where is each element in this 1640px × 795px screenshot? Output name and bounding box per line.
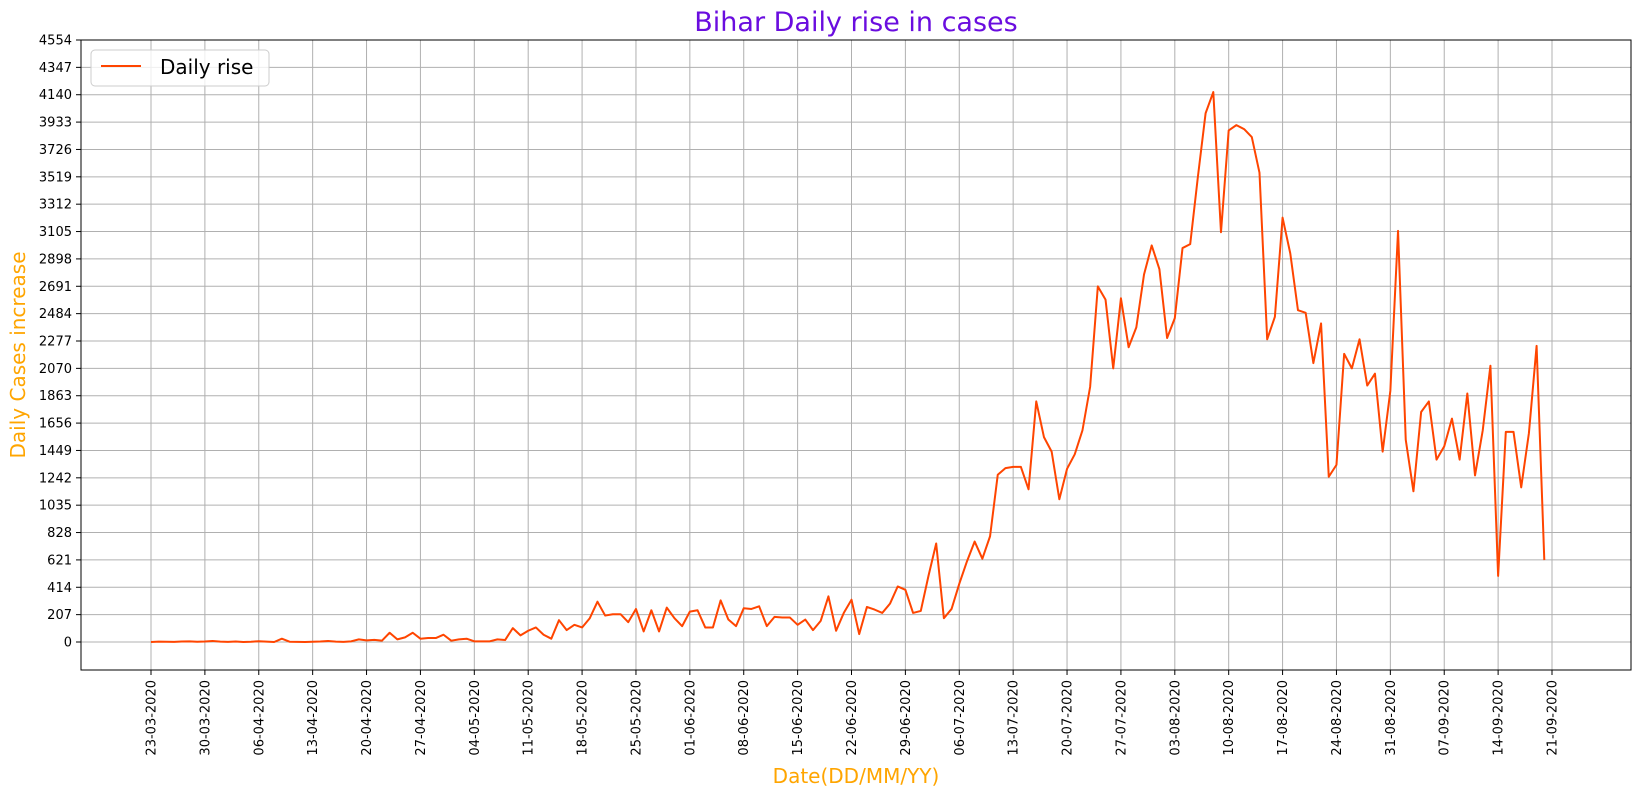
x-tick-label: 11-05-2020 xyxy=(522,680,537,756)
x-tick-label: 20-07-2020 xyxy=(1061,680,1076,756)
x-tick-label: 27-04-2020 xyxy=(414,680,429,756)
y-tick-label: 2691 xyxy=(39,280,72,295)
x-tick-label: 29-06-2020 xyxy=(899,680,914,756)
y-tick-label: 3312 xyxy=(39,198,72,213)
y-tick-label: 1242 xyxy=(39,471,72,486)
x-tick-label: 24-08-2020 xyxy=(1330,680,1345,756)
y-tick-label: 4140 xyxy=(39,88,72,103)
x-tick-label: 07-09-2020 xyxy=(1438,680,1453,756)
x-axis-title: Date(DD/MM/YY) xyxy=(773,764,940,788)
y-tick-label: 3519 xyxy=(39,170,72,185)
y-tick-label: 1035 xyxy=(39,499,72,514)
x-tick-label: 13-07-2020 xyxy=(1007,680,1022,756)
x-tick-label: 03-08-2020 xyxy=(1168,680,1183,756)
legend-label: Daily rise xyxy=(160,55,253,79)
y-tick-label: 621 xyxy=(47,553,72,568)
x-tick-label: 23-03-2020 xyxy=(145,680,160,756)
plot-area-frame xyxy=(80,39,1632,671)
y-axis-ticks: 0 207 414 621 828 1035 1242 1449 1656 1863 2070 227… xyxy=(39,34,81,651)
series-layer xyxy=(150,91,1546,643)
x-tick-label: 06-07-2020 xyxy=(953,680,968,756)
y-tick-label: 207 xyxy=(47,608,72,623)
legend-box xyxy=(90,49,270,87)
y-tick-label: 4347 xyxy=(39,61,72,76)
y-tick-label: 2277 xyxy=(39,335,72,350)
x-tick-label: 25-05-2020 xyxy=(629,680,644,756)
y-tick-label: 828 xyxy=(47,526,72,541)
y-tick-label: 0 xyxy=(64,636,72,651)
y-tick-label: 4554 xyxy=(39,34,72,49)
y-tick-label: 1449 xyxy=(39,444,72,459)
y-tick-label: 2898 xyxy=(39,252,72,267)
y-tick-label: 3726 xyxy=(39,143,72,158)
x-tick-label: 22-06-2020 xyxy=(845,680,860,756)
x-tick-label: 20-04-2020 xyxy=(360,680,375,756)
x-tick-label: 30-03-2020 xyxy=(198,680,213,756)
x-tick-label: 01-06-2020 xyxy=(683,680,698,756)
x-tick-label: 27-07-2020 xyxy=(1114,680,1129,756)
y-tick-label: 414 xyxy=(47,581,72,596)
y-axis-title: Daily Cases increase xyxy=(6,252,30,459)
x-tick-label: 04-05-2020 xyxy=(468,680,483,756)
y-tick-label: 3933 xyxy=(39,116,72,131)
x-tick-label: 10-08-2020 xyxy=(1222,680,1237,756)
chart-title: Bihar Daily rise in cases xyxy=(694,7,1017,38)
y-tick-label: 1863 xyxy=(39,389,72,404)
y-tick-label: 1656 xyxy=(39,417,72,432)
y-tick-label: 2070 xyxy=(39,362,72,377)
x-tick-label: 21-09-2020 xyxy=(1546,680,1561,756)
x-tick-label: 18-05-2020 xyxy=(576,680,591,756)
y-tick-label: 3105 xyxy=(39,225,72,240)
x-tick-label: 06-04-2020 xyxy=(252,680,267,756)
y-tick-label: 2484 xyxy=(39,307,72,322)
x-tick-label: 13-04-2020 xyxy=(306,680,321,756)
x-tick-label: 08-06-2020 xyxy=(737,680,752,756)
x-axis-ticks: 23-03-2020 30-03-2020 06-04-2020 13-04-2020… xyxy=(145,670,1561,756)
series-line-daily-rise xyxy=(150,91,1546,643)
x-tick-label: 17-08-2020 xyxy=(1276,680,1291,756)
x-tick-label: 31-08-2020 xyxy=(1384,680,1399,756)
x-tick-label: 15-06-2020 xyxy=(791,680,806,756)
legend: Daily rise xyxy=(90,49,270,87)
x-tick-label: 14-09-2020 xyxy=(1492,680,1507,756)
